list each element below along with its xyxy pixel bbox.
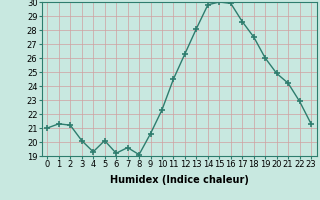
- X-axis label: Humidex (Indice chaleur): Humidex (Indice chaleur): [110, 175, 249, 185]
